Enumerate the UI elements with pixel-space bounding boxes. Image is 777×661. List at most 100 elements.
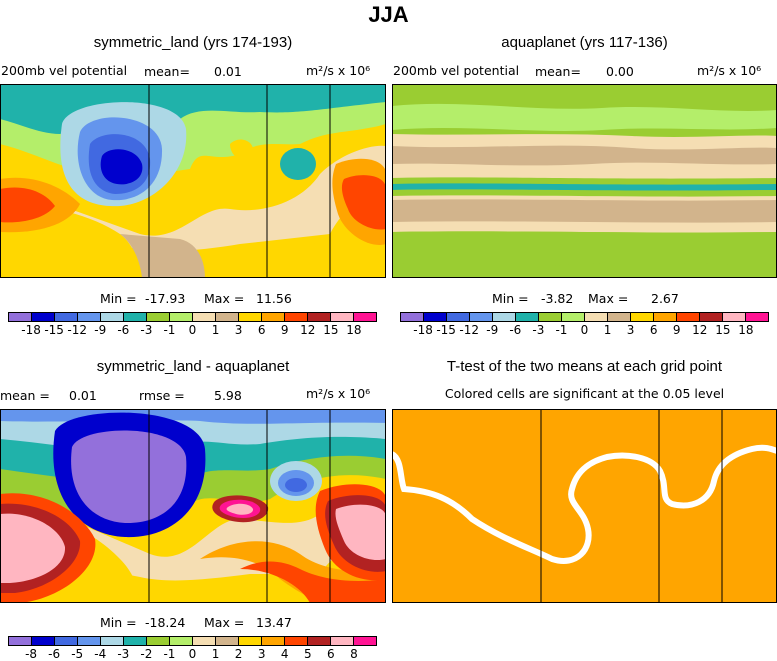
- colorbar-tick-label: 9: [280, 323, 289, 337]
- panel1-map: [0, 84, 386, 278]
- colorbar-tick-label: 3: [257, 647, 266, 661]
- panel4-map: [392, 409, 777, 603]
- colorbar-tick-label: -15: [44, 323, 64, 337]
- colorbar-tick-label: -18: [21, 323, 41, 337]
- colorbar-tick-label: 8: [350, 647, 358, 661]
- colorbar-swatch: [124, 313, 147, 321]
- panel3-max-value: 13.47: [256, 615, 292, 630]
- colorbar-swatch: [331, 313, 354, 321]
- colorbar-tick-label: 6: [257, 323, 266, 337]
- colorbar-swatch: [55, 313, 78, 321]
- colorbar-tick-label: -9: [94, 323, 107, 337]
- panel3-min-label: Min =: [100, 615, 137, 630]
- panel4-title: T-test of the two means at each grid poi…: [446, 358, 723, 375]
- colorbar-swatch: [78, 637, 101, 645]
- panel3-rmse-label: rmse =: [139, 388, 185, 403]
- colorbar-tick-label: -6: [48, 647, 61, 661]
- colorbar-swatch: [562, 313, 585, 321]
- colorbar-swatch: [262, 313, 285, 321]
- colorbar-swatch: [608, 313, 631, 321]
- panel3-colorbar-ticks: -8 -6 -5 -4 -3 -2 -1 0 1 2 3 4 5 6 8: [8, 647, 377, 661]
- colorbar-swatch: [493, 313, 516, 321]
- colorbar-swatch: [746, 313, 768, 321]
- colorbar-tick-label: -18: [413, 323, 433, 337]
- panel3-colorbar: [8, 636, 377, 646]
- panel3-mean-label: mean =: [0, 388, 50, 403]
- panel2-map: [392, 84, 777, 278]
- figure-title: JJA: [368, 2, 409, 27]
- panel1-max-label: Max =: [204, 291, 245, 306]
- colorbar-swatch: [308, 637, 331, 645]
- panel3-title: symmetric_land - aquaplanet: [96, 358, 290, 375]
- panel1-units: m²/s x 10⁶: [306, 63, 371, 78]
- colorbar-tick-label: 6: [327, 647, 335, 661]
- colorbar-tick-label: 5: [303, 647, 312, 661]
- colorbar-tick-label: -3: [117, 647, 130, 661]
- panel2-title: aquaplanet (yrs 117-136): [501, 34, 668, 51]
- colorbar-swatch: [677, 313, 700, 321]
- colorbar-tick-label: -1: [555, 323, 568, 337]
- colorbar-tick-label: 3: [234, 323, 243, 337]
- colorbar-swatch: [308, 313, 331, 321]
- colorbar-tick-label: -8: [25, 647, 38, 661]
- colorbar-swatch: [9, 637, 32, 645]
- colorbar-swatch: [331, 637, 354, 645]
- panel4-subtitle: Colored cells are significant at the 0.0…: [444, 386, 725, 401]
- colorbar-tick-label: 2: [234, 647, 243, 661]
- colorbar-swatch: [285, 313, 308, 321]
- panel2-colorbar-ticks: -18 -15 -12 -9 -6 -3 -1 0 1 3 6 9 12 15 18: [400, 323, 769, 339]
- colorbar-tick-label: 15: [323, 323, 339, 337]
- panel2-field-label: 200mb vel potential: [393, 63, 520, 78]
- panel1-field-label: 200mb vel potential: [1, 63, 128, 78]
- colorbar-tick-label: -5: [71, 647, 84, 661]
- colorbar-swatch: [216, 637, 239, 645]
- colorbar-swatch: [216, 313, 239, 321]
- colorbar-tick-label: 1: [211, 647, 220, 661]
- panel3-map: [0, 409, 386, 603]
- colorbar-tick-label: 6: [649, 323, 658, 337]
- colorbar-swatch: [700, 313, 723, 321]
- colorbar-tick-label: 0: [188, 647, 197, 661]
- panel1-mean-value: 0.01: [214, 64, 242, 79]
- colorbar-swatch: [654, 313, 677, 321]
- colorbar-swatch: [101, 637, 124, 645]
- colorbar-tick-label: -9: [486, 323, 499, 337]
- colorbar-swatch: [401, 313, 424, 321]
- colorbar-tick-label: 18: [346, 323, 362, 337]
- colorbar-swatch: [516, 313, 539, 321]
- panel1-colorbar-ticks: -18 -15 -12 -9 -6 -3 -1 0 1 3 6 9 12 15 18: [8, 323, 377, 339]
- panel3-min-value: -18.24: [145, 615, 186, 630]
- colorbar-swatch: [124, 637, 147, 645]
- panel3-max-label: Max =: [204, 615, 245, 630]
- panel3-mean-value: 0.01: [69, 388, 97, 403]
- colorbar-tick-label: 1: [603, 323, 612, 337]
- panel2-max-value: 2.67: [651, 291, 679, 306]
- colorbar-swatch: [101, 313, 124, 321]
- colorbar-swatch: [470, 313, 493, 321]
- colorbar-tick-label: 12: [692, 323, 708, 337]
- panel3-rmse-value: 5.98: [214, 388, 242, 403]
- colorbar-swatch: [585, 313, 608, 321]
- panel2-max-label: Max =: [588, 291, 629, 306]
- colorbar-swatch: [9, 313, 32, 321]
- colorbar-tick-label: -12: [459, 323, 479, 337]
- panel1-title: symmetric_land (yrs 174-193): [93, 34, 293, 51]
- colorbar-swatch: [262, 637, 285, 645]
- colorbar-swatch: [170, 637, 193, 645]
- colorbar-swatch: [723, 313, 746, 321]
- colorbar-tick-label: -6: [509, 323, 522, 337]
- colorbar-tick-label: 3: [626, 323, 635, 337]
- panel1-colorbar: [8, 312, 377, 322]
- colorbar-tick-label: -2: [140, 647, 153, 661]
- colorbar-tick-label: -6: [117, 323, 130, 337]
- colorbar-swatch: [354, 637, 376, 645]
- colorbar-tick-label: -3: [140, 323, 153, 337]
- colorbar-swatch: [55, 637, 78, 645]
- colorbar-tick-label: -1: [163, 647, 176, 661]
- colorbar-swatch: [539, 313, 562, 321]
- colorbar-tick-label: 4: [280, 647, 289, 661]
- panel1-min-label: Min =: [100, 291, 137, 306]
- colorbar-swatch: [447, 313, 470, 321]
- colorbar-swatch: [631, 313, 654, 321]
- colorbar-swatch: [193, 313, 216, 321]
